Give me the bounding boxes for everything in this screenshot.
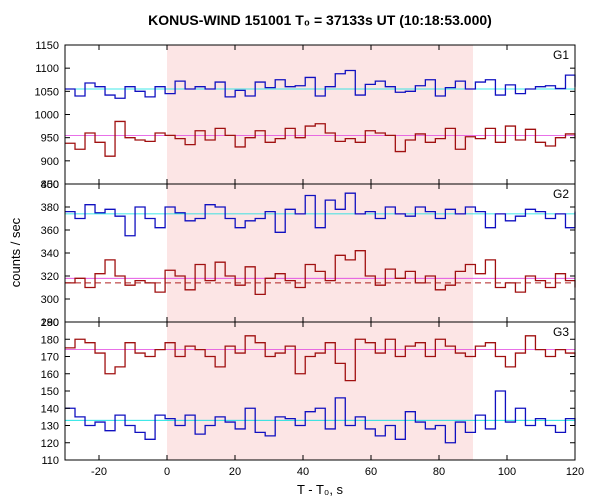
- svg-text:60: 60: [365, 466, 377, 478]
- svg-text:150: 150: [41, 386, 59, 398]
- svg-text:300: 300: [41, 294, 59, 306]
- svg-text:counts / sec: counts / sec: [8, 217, 23, 287]
- svg-text:1150: 1150: [35, 40, 59, 52]
- svg-text:G1: G1: [553, 48, 569, 62]
- svg-text:KONUS-WIND 151001 T₀ = 37133s: KONUS-WIND 151001 T₀ = 37133s UT (10:18:…: [148, 12, 492, 28]
- svg-text:320: 320: [41, 271, 59, 283]
- svg-text:20: 20: [229, 466, 241, 478]
- svg-text:400: 400: [41, 179, 59, 191]
- svg-text:130: 130: [41, 421, 59, 433]
- svg-text:80: 80: [433, 466, 445, 478]
- svg-text:1050: 1050: [35, 86, 59, 98]
- svg-text:G2: G2: [553, 187, 569, 201]
- svg-text:360: 360: [41, 225, 59, 237]
- svg-text:340: 340: [41, 248, 59, 260]
- svg-text:0: 0: [164, 466, 170, 478]
- chart-container: KONUS-WIND 151001 T₀ = 37133s UT (10:18:…: [0, 0, 600, 500]
- svg-text:1000: 1000: [35, 110, 59, 122]
- svg-text:1100: 1100: [35, 63, 59, 75]
- svg-text:T - T₀, s: T - T₀, s: [297, 482, 344, 497]
- svg-text:-20: -20: [91, 466, 107, 478]
- svg-text:190: 190: [41, 317, 59, 329]
- svg-text:110: 110: [41, 455, 59, 467]
- svg-text:170: 170: [41, 352, 59, 364]
- svg-text:900: 900: [41, 156, 59, 168]
- svg-text:160: 160: [41, 369, 59, 381]
- svg-text:950: 950: [41, 133, 59, 145]
- svg-text:120: 120: [566, 466, 584, 478]
- svg-text:120: 120: [41, 438, 59, 450]
- svg-text:380: 380: [41, 202, 59, 214]
- svg-text:180: 180: [41, 334, 59, 346]
- svg-text:140: 140: [41, 403, 59, 415]
- svg-text:100: 100: [498, 466, 516, 478]
- svg-text:40: 40: [297, 466, 309, 478]
- svg-text:G3: G3: [553, 325, 569, 339]
- chart-svg: KONUS-WIND 151001 T₀ = 37133s UT (10:18:…: [0, 0, 600, 500]
